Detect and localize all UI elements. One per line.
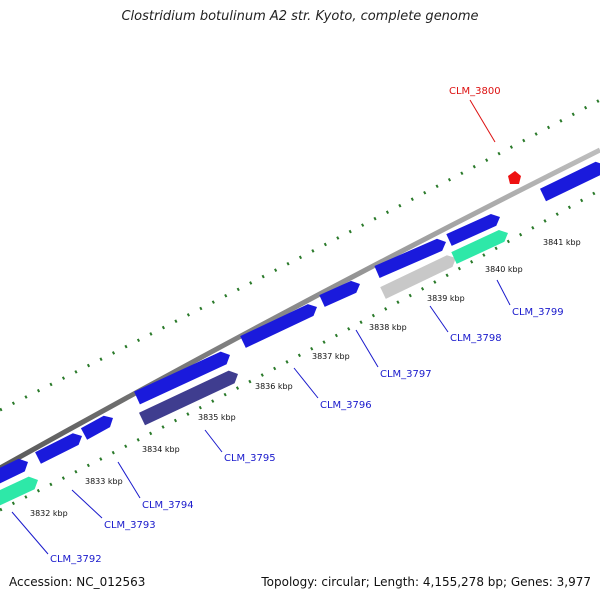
gene-arrow <box>35 433 82 464</box>
gene-arrow <box>240 304 317 348</box>
leader-line <box>469 99 496 143</box>
gene-labels: CLM_3792 CLM_3793 CLM_3794 CLM_3795 CLM_3796… <box>11 86 564 565</box>
kbp-ticks: 3832 kbp 3833 kbp 3834 kbp 3835 kbp 3836 kbp… <box>30 238 581 518</box>
kbp-tick-label: 3833 kbp <box>85 477 123 486</box>
map-title: Clostridium botulinum A2 str. Kyoto, com… <box>121 9 479 24</box>
gene-label[interactable]: CLM_3800 <box>449 86 501 97</box>
gene-arrow <box>380 255 456 299</box>
gene-label[interactable]: CLM_3796 <box>320 400 372 411</box>
gene-arrow <box>80 415 113 440</box>
gene-arrow <box>451 230 508 264</box>
gene-label[interactable]: CLM_3793 <box>104 520 156 531</box>
accession-text: Accession: NC_012563 <box>9 575 146 589</box>
leader-line <box>71 489 103 519</box>
gene-arrow <box>319 280 360 307</box>
highlight-marker <box>508 171 521 184</box>
gene-arrow <box>374 238 446 278</box>
gene-arrow <box>0 458 28 484</box>
gene-label[interactable]: CLM_3797 <box>380 369 432 380</box>
gene-label[interactable]: CLM_3795 <box>224 453 276 464</box>
kbp-tick-label: 3838 kbp <box>369 323 407 332</box>
gene-features <box>0 161 600 506</box>
kbp-tick-label: 3841 kbp <box>543 238 581 247</box>
gene-label[interactable]: CLM_3799 <box>512 307 564 318</box>
gene-arrow <box>446 214 500 246</box>
gene-arrow <box>0 476 38 506</box>
gene-arrow <box>134 351 230 405</box>
gene-label[interactable]: CLM_3792 <box>50 554 102 565</box>
kbp-tick-label: 3840 kbp <box>485 265 523 274</box>
genome-backbone <box>0 147 600 471</box>
gene-arrow <box>540 161 600 202</box>
genome-summary: Topology: circular; Length: 4,155,278 bp… <box>261 575 591 589</box>
leader-line <box>204 429 223 453</box>
gene-label[interactable]: CLM_3798 <box>450 333 502 344</box>
kbp-tick-label: 3836 kbp <box>255 382 293 391</box>
leader-line <box>496 279 511 306</box>
leader-line <box>355 329 379 368</box>
kbp-tick-label: 3837 kbp <box>312 352 350 361</box>
kbp-tick-label: 3839 kbp <box>427 294 465 303</box>
leader-line <box>293 367 319 399</box>
kbp-tick-label: 3834 kbp <box>142 445 180 454</box>
gene-arrow <box>139 370 238 426</box>
kbp-tick-label: 3835 kbp <box>198 413 236 422</box>
leader-line <box>117 461 141 499</box>
inner-tick-arc <box>0 188 600 512</box>
leader-line <box>11 511 49 555</box>
outer-tick-arc <box>0 98 600 412</box>
kbp-tick-label: 3832 kbp <box>30 509 68 518</box>
gene-label[interactable]: CLM_3794 <box>142 500 194 511</box>
leader-line <box>429 305 449 333</box>
